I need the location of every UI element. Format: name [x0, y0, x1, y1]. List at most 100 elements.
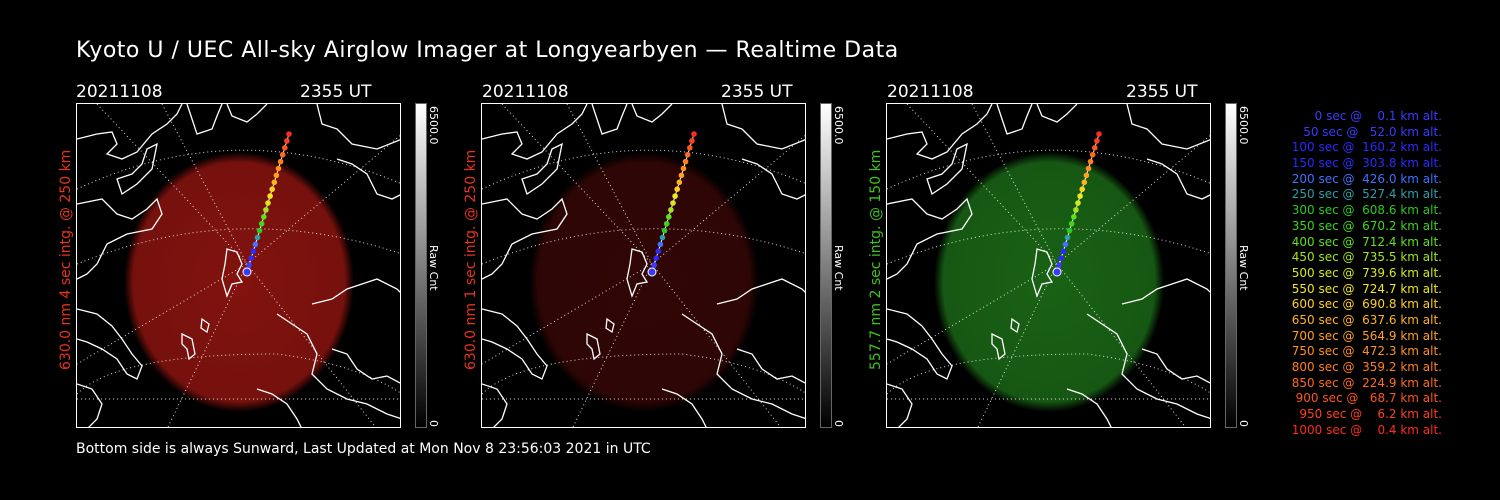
panel-2-image[interactable]	[481, 103, 806, 428]
trajectory-point	[666, 214, 672, 220]
panel-1-cbar-unit: Raw Cnt	[427, 245, 440, 291]
trajectory-point	[256, 227, 263, 234]
trajectory-point	[674, 186, 680, 192]
trajectory-point	[678, 172, 685, 179]
panel-2-cbar-unit: Raw Cnt	[832, 245, 845, 291]
legend-row: 700 sec @ 564.9 km alt.	[1287, 328, 1442, 343]
trajectory-point	[277, 158, 284, 165]
trajectory-point	[258, 220, 265, 227]
legend-row: 200 sec @ 426.0 km alt.	[1287, 171, 1442, 186]
legend-row: 900 sec @ 68.7 km alt.	[1291, 391, 1442, 406]
trajectory-point	[653, 255, 659, 261]
panel-1-date: 20211108	[76, 82, 163, 102]
trajectory-point	[1087, 158, 1094, 165]
trajectory-point	[670, 200, 676, 206]
legend-row: 300 sec @ 608.6 km alt.	[1287, 203, 1442, 218]
trajectory-point	[1075, 200, 1081, 206]
panel-3-date: 20211108	[887, 82, 974, 102]
trajectory-point	[263, 207, 269, 213]
trajectory-point	[655, 248, 662, 255]
panel-1-ylabel: 630.0 nm 4 sec intg. @ 250 km	[58, 149, 74, 370]
panel-3-colorbar	[1225, 103, 1237, 428]
trajectory-point	[672, 193, 678, 199]
map-svg	[77, 104, 400, 427]
trajectory-point	[271, 179, 278, 186]
trajectory-point	[1056, 262, 1062, 268]
page-title: Kyoto U / UEC All-sky Airglow Imager at …	[76, 38, 899, 63]
trajectory-point	[1092, 145, 1098, 151]
legend-row: 100 sec @ 160.2 km alt.	[1287, 140, 1442, 155]
panel-3-time: 2355 UT	[1126, 82, 1198, 102]
panel-3-cbar-min: 0	[1237, 420, 1250, 427]
panel-2-cbar-max: 6500.0	[832, 106, 845, 145]
trajectory-point	[668, 207, 674, 213]
trajectory-point	[265, 200, 271, 206]
trajectory-point	[1089, 151, 1096, 158]
trajectory-point	[1073, 207, 1079, 213]
legend-row: 400 sec @ 712.4 km alt.	[1287, 234, 1442, 249]
trajectory-point	[1079, 186, 1085, 192]
legend-row: 150 sec @ 303.8 km alt.	[1287, 156, 1442, 171]
coastlines	[77, 104, 400, 427]
trajectory-point	[676, 179, 683, 186]
trajectory-point	[659, 234, 666, 241]
footer-note: Bottom side is always Sunward, Last Upda…	[76, 441, 651, 457]
latlon-grid	[482, 104, 805, 427]
trajectory-point	[242, 267, 252, 277]
trajectory-point	[1062, 241, 1069, 248]
panel-3-image[interactable]	[886, 103, 1211, 428]
trajectory-point	[279, 151, 286, 158]
panel-1-cbar-min: 0	[427, 420, 440, 427]
legend-row: 450 sec @ 735.5 km alt.	[1287, 250, 1442, 265]
trajectory-point	[663, 220, 670, 227]
panel-1-colorbar	[415, 103, 427, 428]
trajectory-point	[1066, 227, 1073, 234]
trajectory-point	[1071, 214, 1077, 220]
legend-row: 250 sec @ 527.4 km alt.	[1287, 187, 1442, 202]
panel-2-colorbar	[820, 103, 832, 428]
legend-row: 550 sec @ 724.7 km alt.	[1287, 281, 1442, 296]
trajectory-point	[286, 131, 292, 137]
trajectory-point	[1081, 179, 1088, 186]
trajectory-point	[691, 131, 697, 137]
trajectory-point	[269, 186, 275, 192]
trajectory-point	[261, 214, 267, 220]
map-svg	[887, 104, 1210, 427]
panel-3-ylabel: 557.7 nm 2 sec intg. @ 150 km	[868, 149, 884, 370]
panel-2-time: 2355 UT	[721, 82, 793, 102]
trajectory-point	[246, 262, 252, 268]
panel-3-cbar-unit: Raw Cnt	[1237, 245, 1250, 291]
trajectory-point	[267, 193, 273, 199]
legend-row: 800 sec @ 359.2 km alt.	[1287, 360, 1442, 374]
coastlines	[482, 104, 805, 427]
trajectory-point	[647, 267, 657, 277]
trajectory-point	[680, 165, 687, 172]
trajectory-point	[657, 241, 664, 248]
trajectory-point	[1058, 255, 1064, 261]
trajectory-point	[273, 172, 280, 179]
legend-row: 950 sec @ 6.2 km alt.	[1295, 407, 1442, 422]
trajectory-point	[687, 145, 693, 151]
legend-row: 350 sec @ 670.2 km alt.	[1287, 218, 1442, 233]
trajectory-point	[250, 248, 257, 255]
panel-2-date: 20211108	[482, 82, 569, 102]
latlon-grid	[77, 104, 400, 427]
trajectory-legend: 0 sec @ 0.1 km alt. 50 sec @ 52.0 km alt…	[1252, 109, 1442, 438]
trajectory-point	[661, 227, 668, 234]
trajectory-point	[682, 158, 689, 165]
trajectory-point	[1077, 193, 1083, 199]
trajectory-point	[284, 138, 290, 144]
panel-1-image[interactable]	[76, 103, 401, 428]
legend-row: 50 sec @ 52.0 km alt.	[1295, 124, 1442, 139]
legend-row: 1000 sec @ 0.4 km alt.	[1291, 422, 1442, 437]
panel-1-cbar-max: 6500.0	[427, 106, 440, 145]
trajectory-point	[1083, 172, 1090, 179]
trajectory-point	[1096, 131, 1102, 137]
trajectory-point	[1068, 220, 1075, 227]
legend-row: 0 sec @ 0.1 km alt.	[1303, 109, 1442, 123]
trajectory-point	[254, 234, 261, 241]
trajectory-point	[252, 241, 259, 248]
legend-row: 750 sec @ 472.3 km alt.	[1287, 344, 1442, 359]
panel-3-cbar-max: 6500.0	[1237, 106, 1250, 145]
trajectory-point	[1052, 267, 1062, 277]
